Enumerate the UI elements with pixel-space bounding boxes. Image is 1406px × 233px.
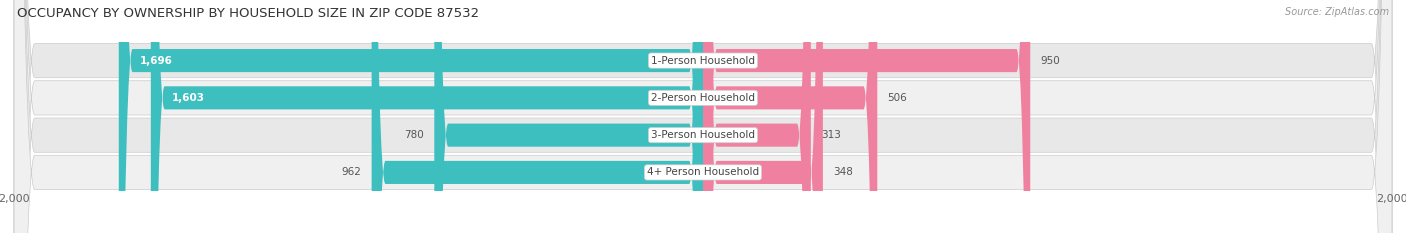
Text: 3-Person Household: 3-Person Household (651, 130, 755, 140)
Text: 4+ Person Household: 4+ Person Household (647, 168, 759, 177)
Text: Source: ZipAtlas.com: Source: ZipAtlas.com (1285, 7, 1389, 17)
Text: 2-Person Household: 2-Person Household (651, 93, 755, 103)
Text: 313: 313 (821, 130, 841, 140)
FancyBboxPatch shape (14, 0, 1392, 233)
FancyBboxPatch shape (150, 0, 703, 233)
Text: 348: 348 (834, 168, 853, 177)
FancyBboxPatch shape (434, 0, 703, 233)
FancyBboxPatch shape (703, 0, 1031, 233)
Text: 962: 962 (342, 168, 361, 177)
Text: 780: 780 (405, 130, 425, 140)
FancyBboxPatch shape (703, 0, 811, 233)
FancyBboxPatch shape (14, 0, 1392, 233)
Text: 950: 950 (1040, 56, 1060, 65)
FancyBboxPatch shape (371, 0, 703, 233)
FancyBboxPatch shape (14, 0, 1392, 233)
Text: 1,696: 1,696 (139, 56, 173, 65)
Text: 1-Person Household: 1-Person Household (651, 56, 755, 65)
FancyBboxPatch shape (703, 0, 823, 233)
Text: 1,603: 1,603 (172, 93, 204, 103)
FancyBboxPatch shape (118, 0, 703, 233)
FancyBboxPatch shape (14, 0, 1392, 233)
Text: 506: 506 (887, 93, 907, 103)
Text: OCCUPANCY BY OWNERSHIP BY HOUSEHOLD SIZE IN ZIP CODE 87532: OCCUPANCY BY OWNERSHIP BY HOUSEHOLD SIZE… (17, 7, 479, 20)
FancyBboxPatch shape (703, 0, 877, 233)
